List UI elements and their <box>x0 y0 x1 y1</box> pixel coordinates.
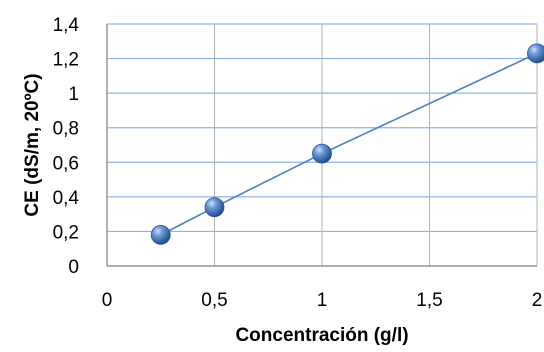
x-tick-label: 2 <box>532 290 543 311</box>
x-tick-labels: 0 0,5 1 1,5 2 <box>102 290 543 311</box>
y-tick-label: 0,2 <box>53 222 79 243</box>
y-axis-title: CE (dS/m, 20ºC) <box>22 73 43 216</box>
x-tick-label: 1,5 <box>416 290 442 311</box>
series-line <box>160 52 538 236</box>
series-layer <box>150 43 544 245</box>
y-tick-label: 0 <box>68 257 79 278</box>
y-tick-label: 0,4 <box>53 188 80 209</box>
y-tick-labels: 0 0,2 0,4 0,6 0,8 1 1,2 1,4 <box>53 15 80 278</box>
y-tick-label: 1,4 <box>53 15 80 36</box>
y-tick-label: 0,8 <box>53 119 79 140</box>
x-tick-label: 1 <box>317 290 328 311</box>
x-tick-label: 0,5 <box>201 290 227 311</box>
axes <box>106 24 537 267</box>
data-point <box>527 43 544 64</box>
x-tick-label: 0 <box>102 290 113 311</box>
x-axis-title: Concentración (g/l) <box>235 325 408 346</box>
y-tick-label: 0,6 <box>53 153 79 174</box>
y-tick-label: 1,2 <box>53 50 79 71</box>
data-point <box>204 197 225 218</box>
data-point <box>312 143 332 164</box>
data-point <box>150 224 171 245</box>
y-tick-label: 1 <box>68 84 79 105</box>
